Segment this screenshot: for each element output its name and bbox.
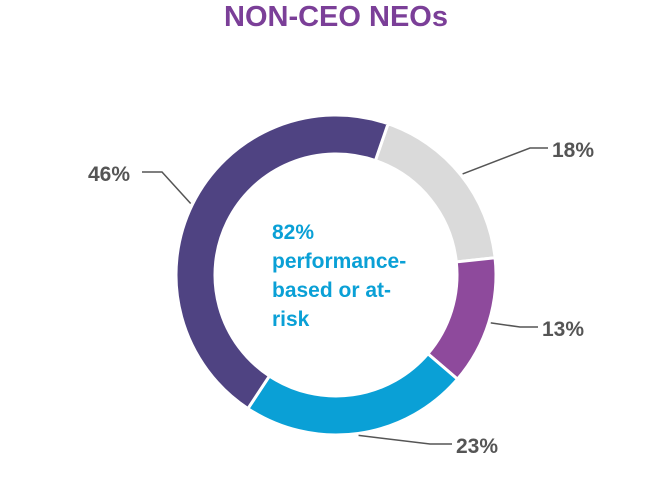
leader-lines [142, 147, 548, 445]
slice-label-18pct: 18% [552, 139, 594, 162]
leader-line-23pct [358, 434, 452, 445]
slice-labels: 18% 13% 23% 46% [88, 139, 594, 458]
leader-line-18pct [462, 147, 548, 175]
donut-slices [174, 113, 498, 437]
center-line-1: 82% [272, 221, 314, 244]
donut-slice-18pct [373, 121, 497, 264]
donut-slice-23pct [245, 351, 460, 437]
center-line-3: based or at- [272, 279, 391, 302]
leader-line-46pct [142, 171, 192, 204]
donut-slice-46pct [174, 113, 390, 411]
chart-title: NON-CEO NEOs [224, 1, 448, 33]
center-line-4: risk [272, 308, 310, 331]
center-line-2: performance- [272, 250, 406, 273]
slice-label-23pct: 23% [456, 435, 498, 458]
leader-line-13pct [490, 322, 538, 328]
slice-label-13pct: 13% [542, 318, 584, 341]
slice-label-46pct: 46% [88, 163, 130, 186]
